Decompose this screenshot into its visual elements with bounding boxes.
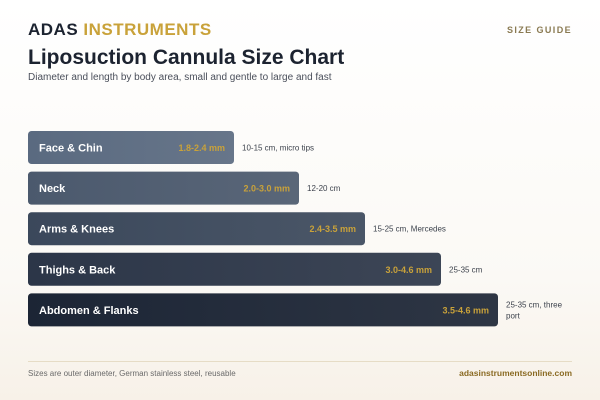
- diameter-data-label: 2.0-3.0 mm: [243, 184, 290, 194]
- brand-name: ADAS: [28, 20, 79, 39]
- footer-note: Sizes are outer diameter, German stainle…: [28, 369, 236, 378]
- bar-0: [28, 131, 234, 164]
- footer-divider: [28, 361, 572, 362]
- category-label: Face & Chin: [39, 143, 103, 155]
- footer-website-link[interactable]: adasinstrumentsonline.com: [459, 368, 572, 378]
- diameter-data-label: 3.0-4.6 mm: [385, 265, 432, 275]
- brand-logo: ADAS INSTRUMENTS: [28, 20, 212, 40]
- diameter-data-label: 1.8-2.4 mm: [178, 143, 225, 153]
- length-annotation: 25-35 cm, three: [506, 300, 563, 309]
- bar-3: [28, 252, 441, 286]
- bar-4: [28, 293, 498, 327]
- length-annotation: 25-35 cm: [449, 265, 483, 274]
- length-annotation: 15-25 cm, Mercedes: [373, 225, 446, 234]
- diameter-data-label: 3.5-4.6 mm: [442, 305, 489, 315]
- length-annotation: 12-20 cm: [307, 184, 341, 193]
- bar-1: [28, 171, 299, 205]
- length-annotation: 10-15 cm, micro tips: [242, 144, 314, 153]
- brand-name-accent: INSTRUMENTS: [83, 20, 212, 39]
- length-annotation: port: [506, 311, 521, 320]
- page-title: Liposuction Cannula Size Chart: [28, 46, 345, 69]
- category-label: Abdomen & Flanks: [39, 305, 139, 317]
- category-label: Arms & Knees: [39, 224, 114, 236]
- category-label: Neck: [39, 183, 66, 195]
- size-guide-tag: SIZE GUIDE: [506, 25, 572, 35]
- bar-2: [28, 212, 365, 246]
- diameter-data-label: 2.4-3.5 mm: [309, 224, 356, 234]
- page-subtitle: Diameter and length by body area, small …: [28, 72, 332, 83]
- category-label: Thighs & Back: [39, 264, 116, 276]
